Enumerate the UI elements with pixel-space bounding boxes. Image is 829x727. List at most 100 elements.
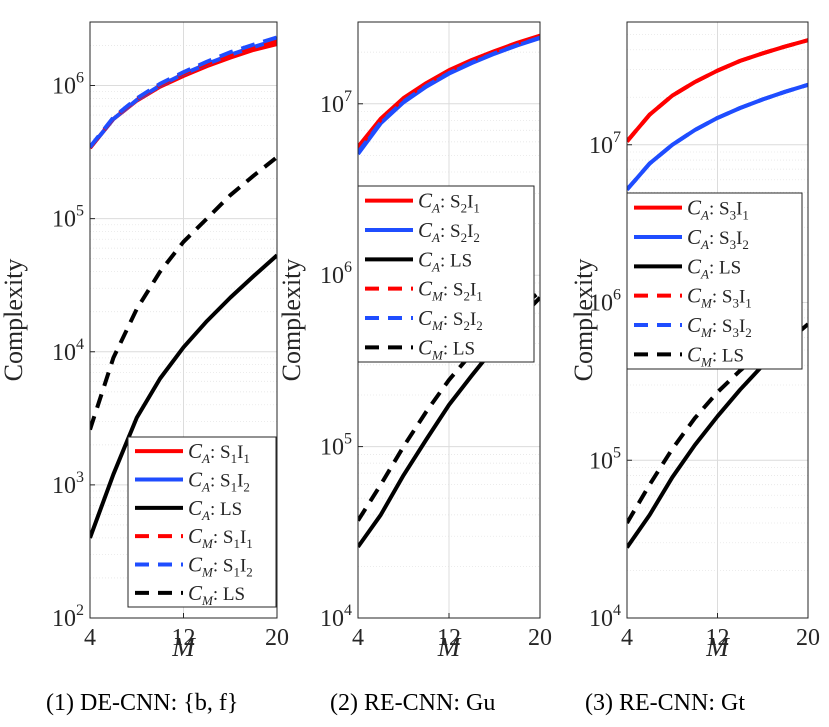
legend-code: LS — [719, 257, 741, 278]
y-tick-exp: 7 — [613, 129, 621, 146]
legend-code: S — [223, 556, 234, 577]
x-axis-label-1: M — [171, 632, 196, 662]
legend-code: I — [736, 228, 742, 249]
x-tick-label-3: 4 — [621, 625, 633, 651]
legend-code-sub: 1 — [473, 201, 480, 216]
legend-subscript: M — [201, 593, 214, 608]
legend-colon: : — [443, 280, 453, 301]
y-tick-base: 10 — [320, 606, 344, 632]
legend-code-sub: 1 — [742, 208, 749, 223]
y-tick-base: 10 — [52, 606, 76, 632]
legend-colon: : — [210, 471, 220, 492]
legend-label-2-1: CA: S2I2 — [418, 218, 480, 245]
legend-code: I — [736, 199, 742, 220]
y-tick-base: 10 — [52, 74, 76, 100]
legend-subscript: A — [201, 508, 210, 523]
x-tick-label-1: 20 — [265, 625, 289, 651]
y-tick-label-1: 104 — [52, 336, 84, 366]
legend-colon: : — [440, 250, 450, 271]
legend-subscript: A — [201, 451, 210, 466]
x-tick-label-2: 20 — [528, 625, 552, 651]
legend-colon: : — [440, 192, 450, 213]
legend-subscript: A — [431, 201, 440, 216]
legend-label-3-5: CM: LS — [687, 342, 744, 369]
legend-symbol: C — [418, 335, 433, 359]
legend-subscript: M — [700, 354, 713, 369]
x-tick-label-3: 12 — [706, 625, 730, 651]
y-axis-label-2: Complexity — [277, 259, 306, 382]
caption-panel-3: (3) RE-CNN: Gt — [585, 690, 745, 716]
legend-label-3-2: CA: LS — [687, 254, 741, 281]
legend-subscript: M — [201, 536, 214, 551]
x-axis-label-2: M — [437, 632, 462, 662]
y-tick-base: 10 — [589, 448, 613, 474]
legend-label-2-0: CA: S2I1 — [418, 189, 480, 216]
legend-code-sub: 2 — [742, 237, 749, 252]
y-tick-label-1: 105 — [52, 203, 84, 233]
y-tick-base: 10 — [589, 291, 613, 317]
legend-code: S — [450, 192, 461, 213]
legend-colon: : — [712, 345, 722, 366]
series-line-3-m-s3i2 — [627, 82, 808, 191]
y-tick-exp: 7 — [344, 88, 352, 105]
legend-subscript: M — [431, 347, 444, 362]
legend-code: I — [237, 442, 243, 463]
legend-code: S — [220, 471, 231, 492]
legend-symbol: C — [687, 196, 702, 220]
legend-colon: : — [443, 309, 453, 330]
legend-code-sub: 1 — [745, 296, 752, 311]
legend-colon: : — [440, 221, 450, 242]
y-tick-exp: 5 — [344, 431, 352, 448]
legend-label-1-4: CM: S1I2 — [188, 553, 253, 580]
y-tick-label-3: 104 — [589, 602, 621, 632]
y-tick-exp: 6 — [344, 259, 352, 276]
legend-subscript: A — [700, 208, 709, 223]
y-tick-label-1: 106 — [52, 70, 84, 100]
legend-colon: : — [210, 442, 220, 463]
legend-symbol: C — [418, 218, 433, 242]
x-tick-label-3: 20 — [796, 625, 820, 651]
legend-code: S — [220, 442, 231, 463]
y-tick-exp: 3 — [76, 469, 84, 486]
legend-colon: : — [213, 584, 223, 605]
legend-code-sub: 2 — [461, 201, 468, 216]
legend-subscript: A — [700, 237, 709, 252]
y-tick-exp: 6 — [613, 287, 621, 304]
legend-code: I — [467, 192, 473, 213]
series-line-1-m-ls — [90, 155, 277, 431]
y-tick-exp: 4 — [344, 602, 352, 619]
legend-symbol: C — [188, 581, 203, 605]
legend-code-sub: 1 — [476, 289, 483, 304]
y-tick-exp: 4 — [76, 336, 84, 353]
legend-code-sub: 2 — [476, 318, 483, 333]
x-tick-label-2: 4 — [352, 625, 364, 651]
legend-box-1 — [127, 436, 277, 608]
legend-subscript: A — [201, 480, 210, 495]
y-axis-label-3: Complexity — [569, 259, 598, 382]
caption-panel-2: (2) RE-CNN: Gu — [330, 690, 496, 716]
legend-code: LS — [722, 345, 744, 366]
legend-code-sub: 3 — [730, 237, 737, 252]
legend-code: I — [470, 309, 476, 330]
legend-code-sub: 1 — [231, 451, 238, 466]
legend-subscript: M — [431, 318, 444, 333]
series-line-3-m-s3i1 — [627, 38, 808, 143]
legend-code-sub: 3 — [732, 296, 739, 311]
legend-symbol: C — [687, 225, 702, 249]
y-tick-label-2: 107 — [320, 88, 352, 118]
legend-code-sub: 3 — [730, 208, 737, 223]
legend-label-2-2: CA: LS — [418, 247, 472, 274]
legend-symbol: C — [188, 496, 203, 520]
legend-code: S — [719, 199, 730, 220]
legend-code-sub: 2 — [463, 318, 470, 333]
legend-subscript: A — [431, 259, 440, 274]
legend-code-sub: 2 — [745, 325, 752, 340]
x-tick-label-1: 12 — [172, 625, 196, 651]
legend-code: LS — [450, 250, 472, 271]
legend-code: I — [470, 280, 476, 301]
legend-code: I — [739, 316, 745, 337]
